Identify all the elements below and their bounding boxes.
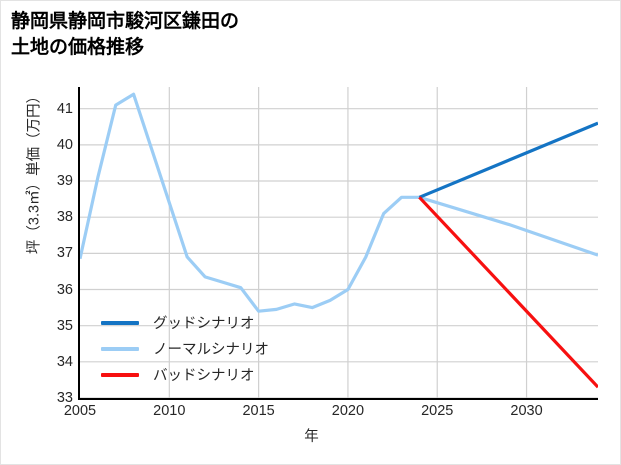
x-tick-label: 2030 xyxy=(510,403,543,419)
legend-item-label: バッドシナリオ xyxy=(153,368,255,384)
chart-legend: グッドシナリオ ノーマルシナリオ バッドシナリオ xyxy=(101,314,269,384)
y-tick-label: 35 xyxy=(56,317,73,334)
y-tick-label: 41 xyxy=(56,100,73,117)
x-tick-label: 2015 xyxy=(242,403,275,419)
y-axis-line xyxy=(78,87,80,400)
series-line xyxy=(418,121,598,199)
y-tick-label: 38 xyxy=(56,209,73,226)
legend-color-swatch xyxy=(101,372,139,377)
y-axis-tick-labels: 33 34 35 36 37 38 39 40 41 xyxy=(23,1,73,464)
x-tick-label: 2025 xyxy=(421,403,454,419)
series-line xyxy=(418,196,598,389)
y-tick-label: 39 xyxy=(56,173,73,190)
y-tick-label: 37 xyxy=(56,245,73,262)
legend-item: バッドシナリオ xyxy=(101,366,269,384)
chart-title: 静岡県静岡市駿河区鎌田の 土地の価格推移 xyxy=(11,11,240,58)
x-tick-label: 2010 xyxy=(153,403,186,419)
x-tick-label: 2005 xyxy=(63,403,97,419)
x-tick-label: 2020 xyxy=(331,403,365,419)
y-axis-label: 坪（3.3㎡）単価（万円） xyxy=(26,88,43,255)
plot-area xyxy=(80,87,598,398)
legend-item: ノーマルシナリオ xyxy=(101,340,269,358)
legend-item-label: グッドシナリオ xyxy=(153,316,255,332)
legend-color-swatch xyxy=(101,320,139,325)
legend-color-swatch xyxy=(101,346,139,351)
y-tick-label: 36 xyxy=(56,281,73,298)
x-axis-label: 年 xyxy=(304,429,319,445)
series-line xyxy=(80,92,598,313)
legend-item-label: ノーマルシナリオ xyxy=(153,342,269,358)
x-axis-line xyxy=(78,398,598,400)
y-tick-label: 40 xyxy=(56,136,73,153)
y-tick-label: 34 xyxy=(56,353,73,370)
y-tick-label: 33 xyxy=(56,390,73,406)
series-lines xyxy=(80,87,598,398)
legend-item: グッドシナリオ xyxy=(101,314,269,332)
